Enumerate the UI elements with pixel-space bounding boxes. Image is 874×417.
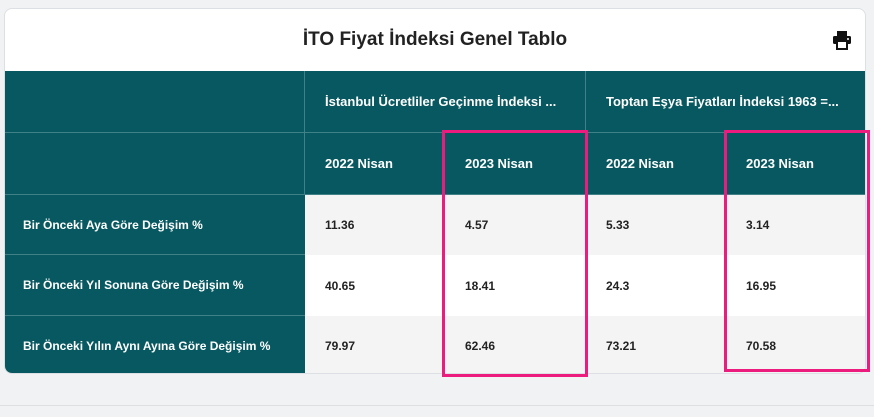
period-header-1: 2022 Nisan xyxy=(305,133,445,195)
table-cell: 5.33 xyxy=(586,195,726,255)
table-cell: 3.14 xyxy=(726,195,865,255)
table-cell: 24.3 xyxy=(586,255,726,316)
table-cell: 4.57 xyxy=(445,195,586,255)
table-row: Bir Önceki Yıl Sonuna Göre Değişim % 40.… xyxy=(5,255,865,316)
table-cell: 73.21 xyxy=(586,316,726,373)
table-cell: 62.46 xyxy=(445,316,586,373)
table-cell: 40.65 xyxy=(305,255,445,316)
period-header-4: 2023 Nisan xyxy=(726,133,865,195)
period-header-row: 2022 Nisan 2023 Nisan 2022 Nisan 2023 Ni… xyxy=(5,133,865,195)
table-row: Bir Önceki Aya Göre Değişim % 11.36 4.57… xyxy=(5,195,865,255)
table-cell: 79.97 xyxy=(305,316,445,373)
period-header-2: 2023 Nisan xyxy=(445,133,586,195)
group-header-ucretliler: İstanbul Ücretliler Geçinme İndeksi ... xyxy=(305,71,586,133)
table-cell: 18.41 xyxy=(445,255,586,316)
group-header-toptan: Toptan Eşya Fiyatları İndeksi 1963 =... xyxy=(586,71,865,133)
row-label: Bir Önceki Yılın Aynı Ayına Göre Değişim… xyxy=(5,316,305,373)
corner-cell-2 xyxy=(5,133,305,195)
table-title: İTO Fiyat İndeksi Genel Tablo xyxy=(302,29,568,50)
table-cell: 11.36 xyxy=(305,195,445,255)
corner-cell xyxy=(5,71,305,133)
table-cell: 16.95 xyxy=(726,255,865,316)
row-label: Bir Önceki Aya Göre Değişim % xyxy=(5,195,305,255)
printer-icon[interactable] xyxy=(831,29,853,51)
index-table-card: İTO Fiyat İndeksi Genel Tablo İstanbul Ü… xyxy=(4,8,866,374)
table-row: Bir Önceki Yılın Aynı Ayına Göre Değişim… xyxy=(5,316,865,373)
group-header-row: İstanbul Ücretliler Geçinme İndeksi ... … xyxy=(5,71,865,133)
row-label: Bir Önceki Yıl Sonuna Göre Değişim % xyxy=(5,255,305,316)
period-header-3: 2022 Nisan xyxy=(586,133,726,195)
table-cell: 70.58 xyxy=(726,316,865,373)
divider xyxy=(0,405,874,406)
